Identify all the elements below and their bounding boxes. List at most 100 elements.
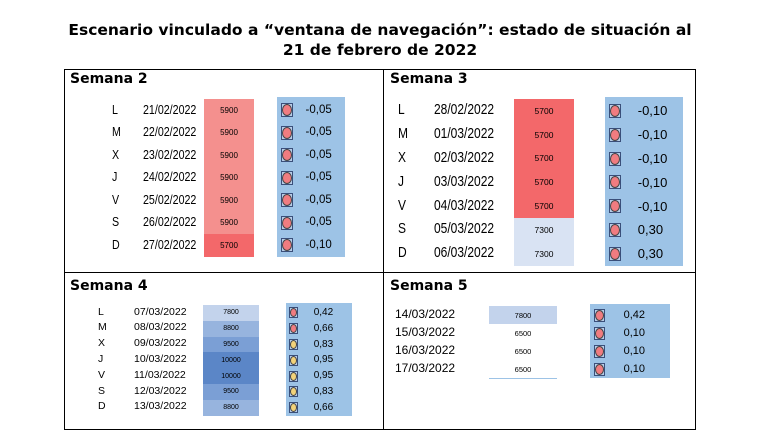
- date-label: 24/02/2022: [143, 169, 197, 185]
- status-dot-icon: [290, 355, 297, 365]
- day-letter: J: [98, 353, 104, 366]
- date-label: 07/03/2022: [134, 305, 187, 318]
- value-label: -0,05: [305, 148, 332, 161]
- count-cell: 5700: [514, 122, 574, 147]
- count-cell: 10000: [203, 352, 259, 369]
- day-letter: V: [98, 368, 106, 381]
- value-label: -0,10: [637, 151, 668, 166]
- day-letter: S: [112, 214, 120, 230]
- grid-divider-vertical-top: [383, 69, 384, 273]
- date-label: 09/03/2022: [134, 337, 187, 350]
- date-label: 16/03/2022: [395, 343, 456, 357]
- count-cell: 5700: [514, 99, 574, 123]
- status-dot-icon: [610, 176, 620, 189]
- status-dot-icon: [282, 171, 292, 184]
- date-label: 02/03/2022: [434, 149, 495, 166]
- day-letter: D: [112, 236, 120, 252]
- date-label: 22/02/2022: [143, 124, 197, 140]
- count-cell: 6500: [489, 324, 557, 343]
- value-label: 0,83: [313, 338, 334, 350]
- status-dot-icon: [282, 126, 292, 139]
- status-dot-icon: [282, 104, 292, 117]
- status-dot-icon: [290, 387, 297, 397]
- value-label: 0,10: [623, 344, 646, 357]
- date-label: 23/02/2022: [143, 146, 197, 162]
- value-label: 0,42: [313, 306, 334, 318]
- status-dot-icon: [282, 149, 292, 162]
- panel-title: Semana 3: [390, 71, 468, 87]
- count-cell: 5900: [204, 144, 254, 167]
- page-title: Escenario vinculado a “ventana de navega…: [0, 20, 760, 60]
- value-label: 0,95: [313, 370, 334, 382]
- value-label: 0,83: [313, 385, 334, 397]
- date-label: 14/03/2022: [395, 307, 456, 321]
- day-letter: M: [398, 125, 408, 143]
- date-label: 04/03/2022: [434, 196, 495, 214]
- day-letter: V: [398, 196, 407, 214]
- date-label: 08/03/2022: [134, 321, 187, 334]
- day-letter: J: [398, 172, 404, 190]
- count-cell: 9500: [203, 384, 259, 400]
- date-label: 13/03/2022: [134, 400, 187, 413]
- day-letter: S: [398, 220, 407, 238]
- grid-divider-horizontal: [64, 272, 696, 273]
- panel-title: Semana 4: [70, 278, 148, 294]
- day-letter: L: [98, 305, 104, 318]
- date-label: 05/03/2022: [434, 220, 495, 238]
- panel-title: Semana 2: [70, 71, 148, 87]
- day-letter: X: [112, 146, 120, 162]
- count-cell: 8800: [203, 320, 259, 337]
- value-label: -0,10: [305, 238, 332, 251]
- status-dot-icon: [595, 363, 604, 375]
- count-cell: 9500: [203, 336, 259, 353]
- status-dot-icon: [595, 345, 604, 357]
- count-cell: 5900: [204, 121, 254, 144]
- value-label: 0,30: [637, 246, 664, 262]
- date-label: 15/03/2022: [395, 325, 456, 339]
- day-letter: D: [98, 400, 106, 413]
- status-dot-icon: [290, 403, 297, 413]
- count-cell: 5700: [514, 170, 574, 195]
- count-cell: 5900: [204, 189, 254, 212]
- date-label: 01/03/2022: [434, 125, 495, 143]
- status-dot-icon: [290, 340, 297, 349]
- date-label: 06/03/2022: [434, 244, 495, 262]
- count-cell: 7300: [514, 241, 574, 266]
- date-label: 11/03/2022: [134, 368, 186, 381]
- day-letter: L: [398, 101, 405, 119]
- status-dot-icon: [595, 309, 604, 321]
- count-cell: 5700: [204, 234, 254, 257]
- day-letter: D: [398, 244, 407, 262]
- day-letter: J: [112, 169, 118, 185]
- count-cell: 5900: [204, 99, 254, 122]
- value-label: 0,10: [623, 326, 646, 339]
- date-label: 25/02/2022: [143, 191, 197, 207]
- status-dot-icon: [610, 247, 620, 260]
- day-letter: S: [98, 384, 106, 397]
- value-label: -0,05: [305, 193, 332, 206]
- count-cell: 7800: [489, 306, 557, 325]
- value-label: 0,95: [313, 354, 334, 366]
- day-letter: M: [112, 124, 121, 140]
- date-label: 28/02/2022: [434, 101, 495, 119]
- count-cell: 6500: [489, 342, 557, 361]
- value-label: -0,05: [305, 103, 332, 116]
- status-dot-icon: [282, 194, 292, 207]
- value-label: 0,10: [623, 362, 646, 375]
- value-label: -0,10: [637, 127, 668, 143]
- day-letter: L: [112, 101, 118, 117]
- value-label: 0,30: [637, 222, 664, 238]
- count-cell: 8800: [203, 399, 259, 416]
- count-cell: 10000: [203, 368, 259, 384]
- date-label: 26/02/2022: [143, 214, 197, 230]
- title-line-2: 21 de febrero de 2022: [282, 41, 478, 59]
- count-cell: 5700: [514, 194, 574, 218]
- status-dot-icon: [282, 239, 292, 252]
- status-dot-icon: [610, 152, 620, 165]
- status-dot-icon: [610, 104, 620, 117]
- value-label: -0,10: [637, 103, 668, 119]
- status-dot-icon: [282, 216, 292, 229]
- date-label: 27/02/2022: [143, 236, 197, 252]
- day-letter: M: [98, 321, 107, 334]
- status-dot-icon: [290, 371, 297, 381]
